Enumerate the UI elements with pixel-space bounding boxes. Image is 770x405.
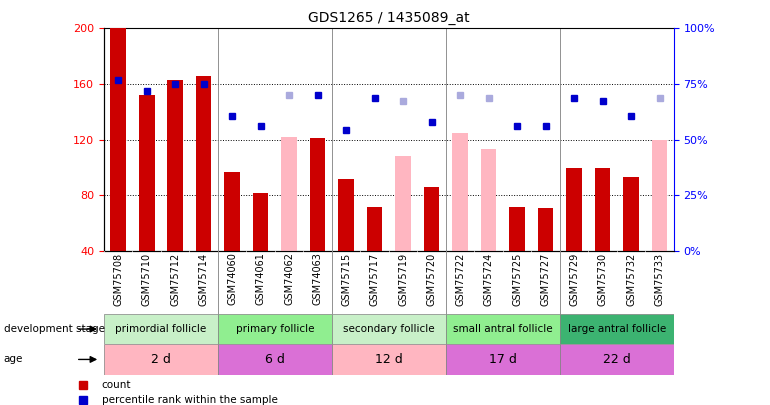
- Bar: [452, 133, 468, 251]
- Bar: [446, 314, 560, 344]
- Bar: [446, 344, 560, 375]
- Text: 2 d: 2 d: [151, 353, 171, 366]
- Title: GDS1265 / 1435089_at: GDS1265 / 1435089_at: [308, 11, 470, 25]
- Bar: [139, 95, 155, 251]
- Bar: [196, 76, 212, 251]
- Bar: [253, 193, 269, 251]
- Bar: [110, 28, 126, 251]
- Bar: [623, 177, 639, 251]
- Bar: [332, 344, 446, 375]
- Bar: [560, 314, 674, 344]
- Bar: [167, 80, 183, 251]
- Text: 22 d: 22 d: [603, 353, 631, 366]
- Bar: [224, 172, 240, 251]
- Bar: [560, 344, 674, 375]
- Text: small antral follicle: small antral follicle: [453, 324, 553, 334]
- Bar: [566, 168, 582, 251]
- Bar: [537, 208, 554, 251]
- Bar: [104, 314, 218, 344]
- Text: primordial follicle: primordial follicle: [116, 324, 206, 334]
- Bar: [424, 187, 440, 251]
- Text: secondary follicle: secondary follicle: [343, 324, 434, 334]
- Bar: [480, 149, 497, 251]
- Bar: [338, 179, 354, 251]
- Bar: [310, 139, 326, 251]
- Text: large antral follicle: large antral follicle: [567, 324, 666, 334]
- Bar: [367, 207, 383, 251]
- Bar: [509, 207, 525, 251]
- Bar: [594, 168, 611, 251]
- Text: 17 d: 17 d: [489, 353, 517, 366]
- Bar: [651, 140, 668, 251]
- Bar: [104, 344, 218, 375]
- Bar: [395, 156, 411, 251]
- Bar: [218, 344, 332, 375]
- Bar: [281, 137, 297, 251]
- Text: percentile rank within the sample: percentile rank within the sample: [102, 395, 277, 405]
- Bar: [218, 314, 332, 344]
- Text: development stage: development stage: [4, 324, 105, 334]
- Text: count: count: [102, 379, 131, 390]
- Text: 12 d: 12 d: [375, 353, 403, 366]
- Bar: [332, 314, 446, 344]
- Text: primary follicle: primary follicle: [236, 324, 314, 334]
- Text: age: age: [4, 354, 23, 364]
- Text: 6 d: 6 d: [265, 353, 285, 366]
